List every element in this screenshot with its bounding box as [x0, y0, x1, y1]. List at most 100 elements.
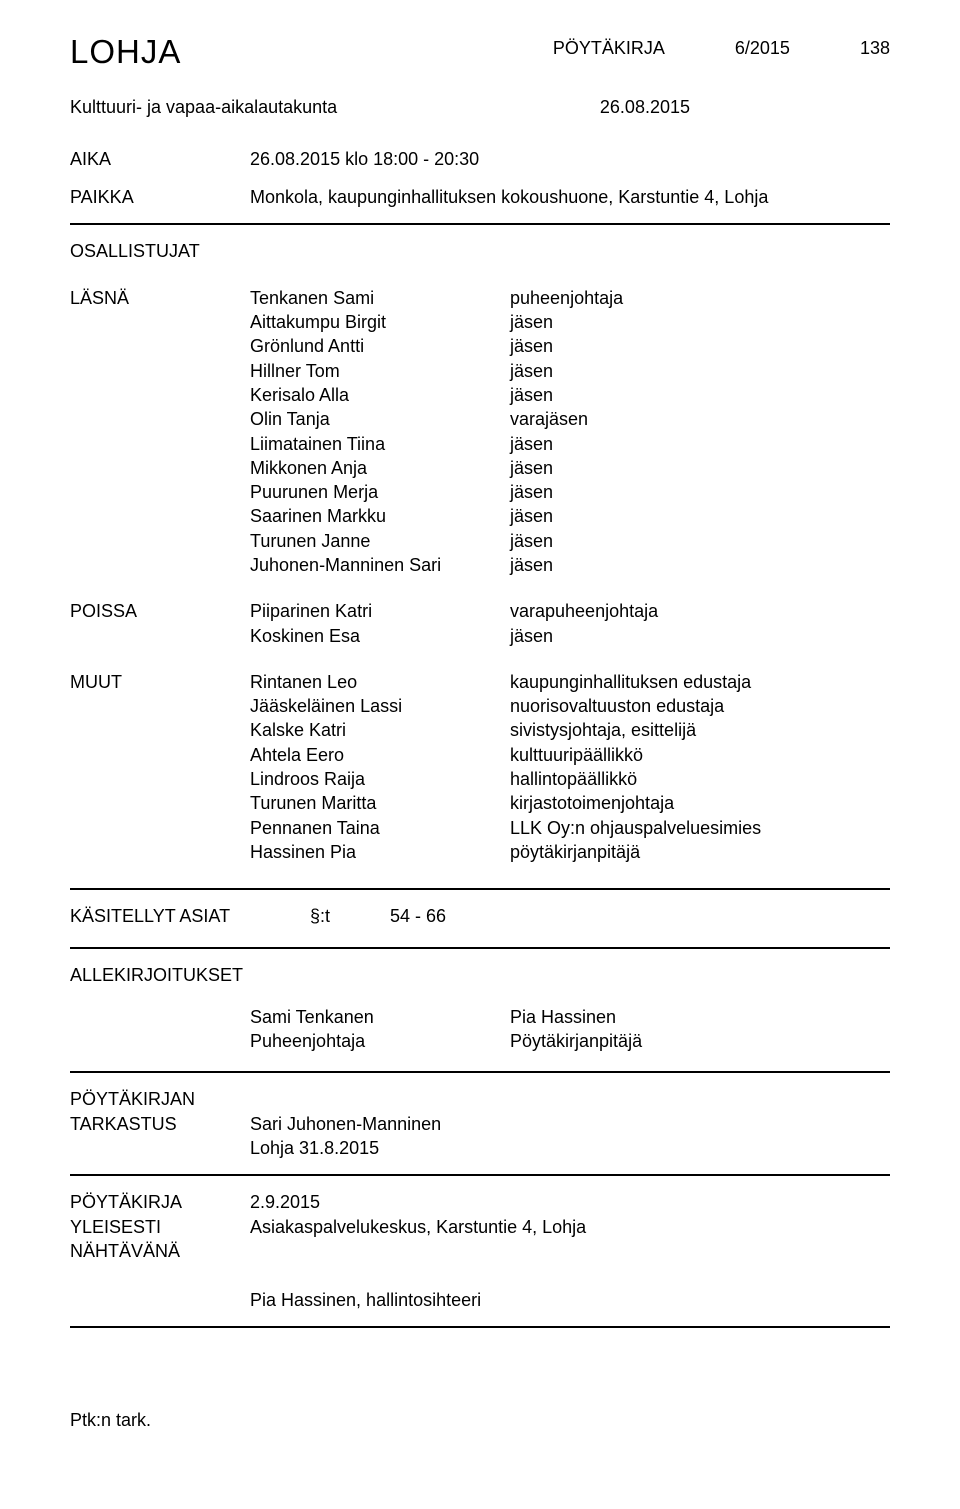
- divider: [70, 1174, 890, 1176]
- place-value: Monkola, kaupunginhallituksen kokoushuon…: [250, 185, 768, 209]
- public-date: 2.9.2015: [250, 1190, 586, 1214]
- person-name: Koskinen Esa: [250, 624, 510, 648]
- others-row: Ahtela Eerokulttuuripäällikkö: [250, 743, 761, 767]
- person-name: Pennanen Taina: [250, 816, 510, 840]
- person-name: Hassinen Pia: [250, 840, 510, 864]
- review-label-2: TARKASTUS: [70, 1112, 250, 1136]
- review-label-1: PÖYTÄKIRJAN: [70, 1087, 250, 1111]
- doc-type-label: PÖYTÄKIRJA: [553, 36, 665, 75]
- secretary-name: Pia Hassinen: [510, 1005, 890, 1029]
- divider: [70, 1326, 890, 1328]
- reviewer-name: Sari Juhonen-Manninen: [250, 1112, 441, 1136]
- review-content: Sari Juhonen-Manninen Lohja 31.8.2015: [250, 1087, 441, 1160]
- others-block: MUUT Rintanen Leokaupunginhallituksen ed…: [70, 670, 890, 864]
- divider: [70, 888, 890, 890]
- person-role: jäsen: [510, 553, 623, 577]
- person-role: jäsen: [510, 504, 623, 528]
- person-role: jäsen: [510, 480, 623, 504]
- person-role: jäsen: [510, 310, 623, 334]
- page-container: LOHJA PÖYTÄKIRJA 6/2015 138 Kulttuuri- j…: [0, 0, 960, 1472]
- header-row: LOHJA PÖYTÄKIRJA 6/2015 138: [70, 30, 890, 75]
- person-role: jäsen: [510, 359, 623, 383]
- public-place: Asiakaspalvelukeskus, Karstuntie 4, Lohj…: [250, 1215, 586, 1239]
- present-list: Tenkanen Samipuheenjohtaja Aittakumpu Bi…: [250, 286, 623, 578]
- signature-left: Sami Tenkanen Puheenjohtaja: [250, 1005, 510, 1054]
- items-symbol: §:t: [310, 904, 330, 928]
- person-name: Olin Tanja: [250, 407, 510, 431]
- person-role: jäsen: [510, 334, 623, 358]
- present-row: Mikkonen Anjajäsen: [250, 456, 623, 480]
- review-date: Lohja 31.8.2015: [250, 1136, 441, 1160]
- person-role: jäsen: [510, 456, 623, 480]
- time-label: AIKA: [70, 147, 250, 171]
- doc-number: 6/2015: [735, 36, 790, 75]
- review-block: PÖYTÄKIRJAN TARKASTUS Sari Juhonen-Manni…: [70, 1087, 890, 1160]
- place-label: PAIKKA: [70, 185, 250, 209]
- person-name: Kerisalo Alla: [250, 383, 510, 407]
- present-row: Juhonen-Manninen Sarijäsen: [250, 553, 623, 577]
- present-row: Aittakumpu Birgitjäsen: [250, 310, 623, 334]
- review-label-col: PÖYTÄKIRJAN TARKASTUS: [70, 1087, 250, 1160]
- present-row: Turunen Jannejäsen: [250, 529, 623, 553]
- items-range: 54 - 66: [390, 904, 446, 928]
- person-name: Saarinen Markku: [250, 504, 510, 528]
- person-name: Juhonen-Manninen Sari: [250, 553, 510, 577]
- person-role: varajäsen: [510, 407, 623, 431]
- present-row: Puurunen Merjajäsen: [250, 480, 623, 504]
- person-role: kaupunginhallituksen edustaja: [510, 670, 761, 694]
- divider: [70, 1071, 890, 1073]
- person-name: Lindroos Raija: [250, 767, 510, 791]
- items-row: KÄSITELLYT ASIAT §:t 54 - 66: [70, 904, 890, 928]
- present-row: Grönlund Anttijäsen: [250, 334, 623, 358]
- present-label: LÄSNÄ: [70, 286, 250, 578]
- person-name: Piiparinen Katri: [250, 599, 510, 623]
- person-role: puheenjohtaja: [510, 286, 623, 310]
- absent-row: Koskinen Esajäsen: [250, 624, 658, 648]
- committee-name: Kulttuuri- ja vapaa-aikalautakunta: [70, 95, 337, 119]
- signatures-block: Sami Tenkanen Puheenjohtaja Pia Hassinen…: [70, 1005, 890, 1054]
- public-label-2: YLEISESTI: [70, 1215, 250, 1239]
- organization-name: LOHJA: [70, 30, 181, 75]
- doc-type-block: PÖYTÄKIRJA 6/2015 138: [553, 30, 890, 75]
- time-row: AIKA 26.08.2015 klo 18:00 - 20:30: [70, 147, 890, 171]
- person-name: Turunen Maritta: [250, 791, 510, 815]
- public-label-3: NÄHTÄVÄNÄ: [70, 1239, 250, 1263]
- time-place-section: AIKA 26.08.2015 klo 18:00 - 20:30 PAIKKA…: [70, 147, 890, 210]
- person-role: varapuheenjohtaja: [510, 599, 658, 623]
- absent-label: POISSA: [70, 599, 250, 648]
- meeting-row: Kulttuuri- ja vapaa-aikalautakunta 26.08…: [70, 95, 690, 119]
- others-row: Kalske Katrisivistysjohtaja, esittelijä: [250, 718, 761, 742]
- signatures-label: ALLEKIRJOITUKSET: [70, 963, 890, 987]
- public-signer: Pia Hassinen, hallintosihteeri: [250, 1288, 586, 1312]
- person-role: jäsen: [510, 432, 623, 456]
- person-name: Grönlund Antti: [250, 334, 510, 358]
- absent-block: POISSA Piiparinen Katrivarapuheenjohtaja…: [70, 599, 890, 648]
- others-row: Jääskeläinen Lassinuorisovaltuuston edus…: [250, 694, 761, 718]
- place-row: PAIKKA Monkola, kaupunginhallituksen kok…: [70, 185, 890, 209]
- person-role: hallintopäällikkö: [510, 767, 761, 791]
- present-row: Liimatainen Tiinajäsen: [250, 432, 623, 456]
- person-role: LLK Oy:n ohjauspalveluesimies: [510, 816, 761, 840]
- person-role: jäsen: [510, 529, 623, 553]
- person-name: Mikkonen Anja: [250, 456, 510, 480]
- divider: [70, 223, 890, 225]
- public-label-1: PÖYTÄKIRJA: [70, 1190, 250, 1214]
- present-block: LÄSNÄ Tenkanen Samipuheenjohtaja Aittaku…: [70, 286, 890, 578]
- meeting-date: 26.08.2015: [600, 95, 690, 119]
- person-name: Puurunen Merja: [250, 480, 510, 504]
- person-name: Rintanen Leo: [250, 670, 510, 694]
- others-row: Rintanen Leokaupunginhallituksen edustaj…: [250, 670, 761, 694]
- others-row: Lindroos Raijahallintopäällikkö: [250, 767, 761, 791]
- page-number: 138: [860, 36, 890, 75]
- person-name: Turunen Janne: [250, 529, 510, 553]
- person-name: Liimatainen Tiina: [250, 432, 510, 456]
- person-role: kulttuuripäällikkö: [510, 743, 761, 767]
- present-row: Saarinen Markkujäsen: [250, 504, 623, 528]
- absent-list: Piiparinen Katrivarapuheenjohtaja Koskin…: [250, 599, 658, 648]
- person-role: kirjastotoimenjohtaja: [510, 791, 761, 815]
- present-row: Olin Tanjavarajäsen: [250, 407, 623, 431]
- public-content: 2.9.2015 Asiakaspalvelukeskus, Karstunti…: [250, 1190, 586, 1311]
- others-row: Pennanen TainaLLK Oy:n ohjauspalveluesim…: [250, 816, 761, 840]
- person-role: jäsen: [510, 383, 623, 407]
- absent-row: Piiparinen Katrivarapuheenjohtaja: [250, 599, 658, 623]
